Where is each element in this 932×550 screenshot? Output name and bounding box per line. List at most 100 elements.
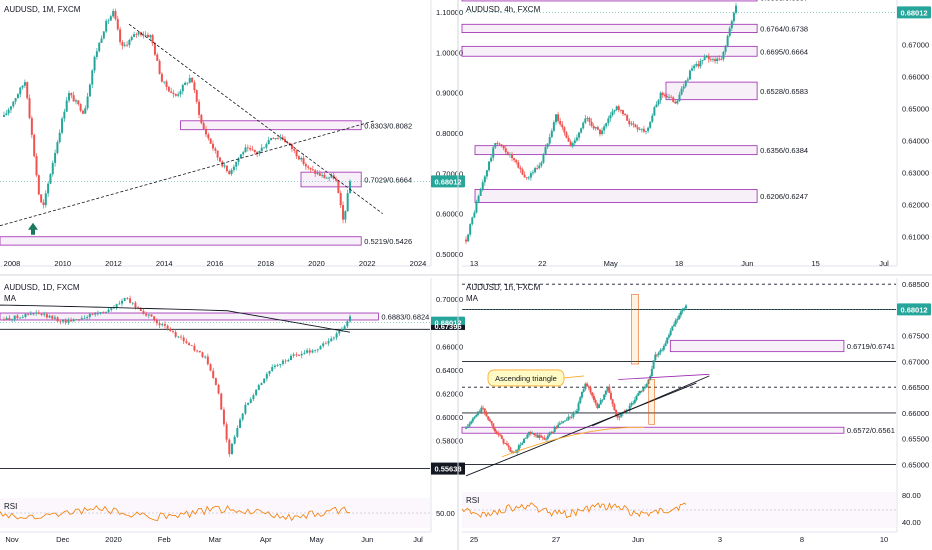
candle-body <box>32 313 35 315</box>
candle-body <box>209 138 212 144</box>
candle-body <box>619 110 622 111</box>
zone-label: 0.6528/0.6583 <box>760 87 808 96</box>
candle-body <box>323 174 326 179</box>
y-tick-label: 0.67000 <box>902 357 929 366</box>
y-tick-label: 0.58000 <box>436 437 463 446</box>
zone-label: 0.6206/0.6247 <box>760 192 808 201</box>
y-tick-label: 0.67500 <box>902 332 929 341</box>
candle-body <box>477 195 480 203</box>
candle-body <box>225 165 228 172</box>
candle-body <box>502 438 505 444</box>
candle-body <box>473 416 476 419</box>
candle-body <box>279 137 282 139</box>
candle-body <box>37 175 40 195</box>
candle-body <box>582 389 585 392</box>
candle-body <box>184 82 187 86</box>
hidden-price-tag <box>431 324 465 330</box>
candle-body <box>603 126 606 131</box>
y-tick-label: 0.66000 <box>436 342 463 351</box>
x-tick-label: Mar <box>209 535 222 544</box>
candle-body <box>611 399 614 405</box>
candle-body <box>485 170 488 177</box>
x-tick-label: May <box>604 259 618 268</box>
candle-body <box>500 144 503 146</box>
candle-body <box>21 85 24 88</box>
candle-body <box>271 367 274 371</box>
chart-panel-hourly[interactable]: 0.68500 0.68012 0.67500 0.67000 0.66500 0.660… <box>461 278 931 544</box>
candle-body <box>509 447 512 452</box>
candle-body <box>548 432 551 436</box>
chart-panel-monthly[interactable]: 1.10000 1.00000 0.90000 0.80000 0.70000 0.600… <box>0 0 465 268</box>
y-tick-label: 0.65000 <box>902 460 929 469</box>
candle-body <box>131 302 134 304</box>
candle-body <box>531 172 534 174</box>
candle-body <box>718 58 721 60</box>
candle-body <box>613 404 616 411</box>
candle-body <box>644 387 647 389</box>
candle-body <box>570 416 573 418</box>
candle-body <box>255 389 258 396</box>
candle-body <box>468 423 471 427</box>
candle-body <box>604 390 607 395</box>
candle-body <box>686 79 689 81</box>
candle-body <box>596 403 599 409</box>
candle-body <box>578 132 581 138</box>
candle-body <box>298 355 301 356</box>
candle-body <box>534 168 537 173</box>
x-tick-label: 2010 <box>54 259 71 268</box>
candle-body <box>642 128 645 132</box>
candle-body <box>11 319 14 321</box>
candle-body <box>223 165 226 167</box>
candle-body <box>598 129 601 135</box>
candle-body <box>580 128 583 133</box>
candle-body <box>490 420 493 424</box>
zone-label: 0.6883/0.6824 <box>381 313 429 322</box>
candle-body <box>242 152 245 155</box>
candle-body <box>56 317 59 322</box>
last-price-label: 0.68012 <box>900 8 927 17</box>
candle-body <box>59 321 62 323</box>
x-tick-label: Jul <box>413 535 423 544</box>
candle-body <box>128 40 131 46</box>
candle-body <box>596 127 599 130</box>
y-tick-label: 0.67000 <box>902 41 929 50</box>
x-tick-label: 2016 <box>207 259 224 268</box>
candle-body <box>471 217 474 225</box>
candle-body <box>483 176 486 183</box>
chart-panel-daily[interactable]: 0.700000.680000.660000.640000.620000.600… <box>0 278 465 544</box>
candle-body <box>624 114 627 116</box>
candle-body <box>672 97 675 102</box>
candle-body <box>37 312 40 314</box>
candle-body <box>339 193 342 206</box>
candle-body <box>115 304 118 308</box>
candle-body <box>550 431 553 433</box>
candle-body <box>605 123 608 127</box>
candle-body <box>567 416 570 420</box>
candle-body <box>139 308 142 311</box>
x-tick-label: 10 <box>880 535 888 544</box>
zone-label: 0.6695/0.6664 <box>760 47 808 56</box>
zone-label: 0.6858/0.6837 <box>760 0 808 3</box>
candle-body <box>327 341 330 344</box>
chart-panel-4h[interactable]: 0.680000.670000.660000.650000.640000.630… <box>461 0 931 268</box>
candle-body <box>657 352 660 355</box>
candle-body <box>565 419 568 421</box>
candle-body <box>314 170 317 174</box>
candle-body <box>645 383 648 388</box>
candle-body <box>44 193 47 206</box>
candle-body <box>640 128 643 130</box>
candle-body <box>528 432 531 435</box>
candle-body <box>51 162 54 175</box>
candle-body <box>699 60 702 67</box>
rsi-label: RSI <box>4 502 17 511</box>
candle-body <box>263 378 266 384</box>
candle-body <box>51 315 54 319</box>
candle-body <box>483 408 486 414</box>
candle-body <box>592 125 595 129</box>
level-price-label: 0.55638 <box>434 465 461 474</box>
candle-body <box>517 162 520 168</box>
candle-body <box>170 91 173 93</box>
candle-body <box>728 28 731 36</box>
candle-body <box>565 132 568 138</box>
candle-body <box>95 51 98 57</box>
